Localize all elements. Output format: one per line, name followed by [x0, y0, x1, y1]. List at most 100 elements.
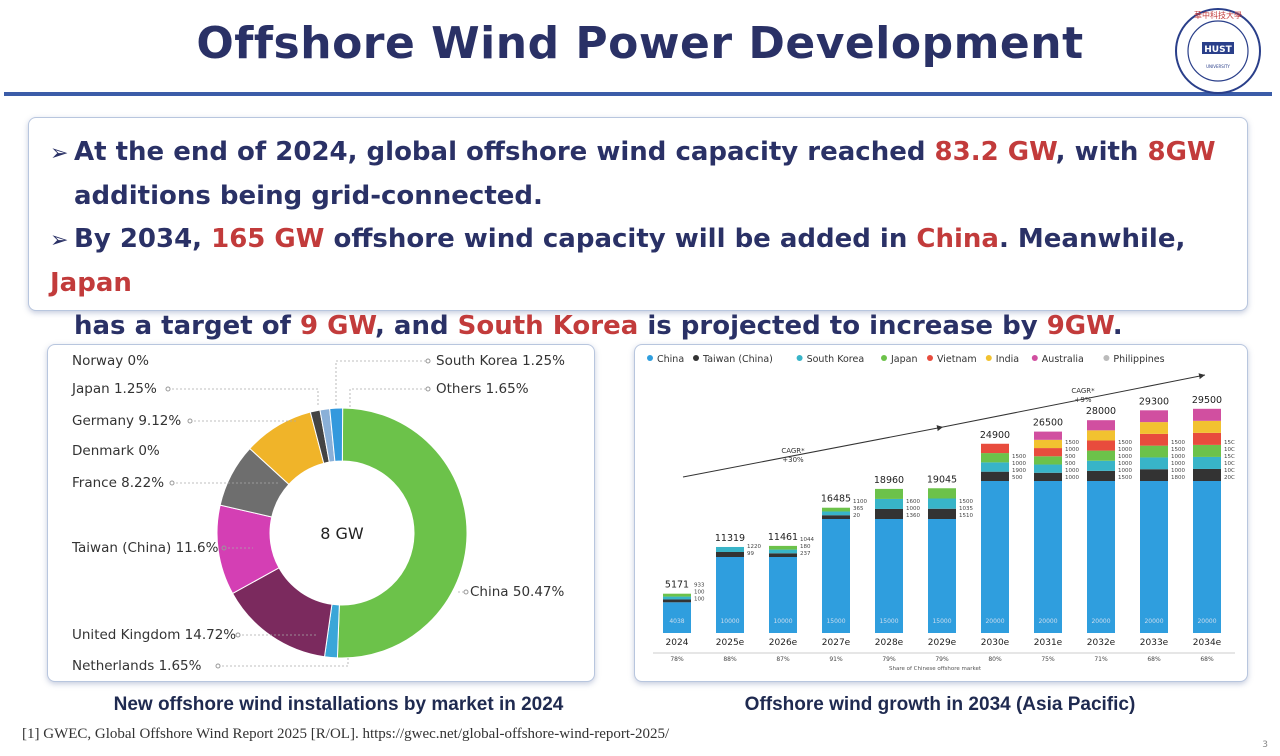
bar-china-value: 10000 — [720, 618, 739, 625]
bar-china-value: 15000 — [879, 618, 898, 625]
bar-segment-note: 1500 — [959, 499, 973, 505]
china-share-label: 88% — [723, 656, 737, 663]
bar-total-label: 28000 — [1086, 406, 1116, 417]
bar-segment-note: 100 — [694, 596, 705, 602]
donut-leader-dot — [187, 418, 193, 424]
bar-segment — [1087, 470, 1115, 481]
footnote: [1] GWEC, Global Offshore Wind Report 20… — [22, 726, 670, 742]
bar-china-value: 10000 — [773, 618, 792, 625]
donut-leader-line — [335, 360, 426, 405]
donut-leader-dot — [463, 589, 469, 595]
bar-segment-note: 237 — [800, 551, 811, 557]
bar-segment — [928, 488, 956, 499]
donut-leader-line — [172, 388, 319, 405]
legend-swatch — [693, 355, 699, 361]
bar-segment — [1034, 464, 1062, 473]
bar-china-value: 15000 — [826, 618, 845, 625]
bar-segment — [1034, 448, 1062, 457]
bar-segment — [822, 507, 850, 512]
bar-segment — [875, 488, 903, 499]
bar-category-label: 2033e — [1140, 638, 1169, 648]
bar-segment-note: 1000 — [1012, 461, 1026, 467]
donut-label: United Kingdom 14.72% — [72, 627, 236, 643]
bar-china-value: 20000 — [985, 618, 1004, 625]
bar-segment-note: 1500 — [1118, 440, 1132, 446]
legend-label: Vietnam — [937, 354, 977, 365]
china-share-label: 79% — [935, 656, 949, 663]
share-axis-label: Share of Chinese offshore market — [889, 666, 982, 672]
legend-swatch — [796, 355, 803, 361]
bar-segment-note: 100 — [694, 589, 705, 595]
bar-category-label: 2026e — [769, 638, 798, 648]
bar-segment-note: 1000 — [1118, 468, 1132, 474]
bar-china — [875, 519, 903, 633]
bar-segment — [928, 498, 956, 509]
bar-total-label: 5171 — [665, 580, 689, 591]
bar-segment-note: 1000 — [1118, 461, 1132, 467]
page-number: 3 — [1262, 740, 1268, 750]
bar-total-label: 11319 — [715, 533, 745, 544]
bar-segment-note: 1900 — [1012, 468, 1026, 474]
china-share-label: 68% — [1200, 656, 1214, 663]
bar-chart-panel: China Taiwan (China) South Korea Japan Vietn… — [634, 344, 1248, 682]
bar-segment-note: 1220 — [747, 544, 761, 550]
bar-segment-note: 1000 — [1171, 454, 1185, 460]
bar-segment-note: 10C — [1224, 461, 1235, 467]
bar-segment — [875, 498, 903, 509]
bar-segment — [1140, 457, 1168, 470]
legend-label: Japan — [890, 354, 918, 365]
bar-segment-note: 10C — [1224, 447, 1235, 453]
bullet-2034: ➢ By 2034, 165 GW offshore wind capacity … — [50, 218, 1230, 348]
bar-category-label: 2025e — [716, 638, 745, 648]
bar-total-label: 19045 — [927, 474, 957, 485]
bar-segment — [1034, 431, 1062, 440]
donut-leader-dot — [165, 386, 171, 392]
stacked-bar-chart: China Taiwan (China) South Korea Japan Vietn… — [647, 354, 1235, 672]
bar-category-label: 2024 — [666, 638, 689, 648]
bar-segment-note: 500 — [1065, 461, 1076, 467]
bar-segment-note: 1035 — [959, 506, 973, 512]
bar-total-label: 26500 — [1033, 418, 1063, 429]
bar-segment-note: 1000 — [1171, 468, 1185, 474]
china-share-label: 71% — [1094, 656, 1108, 663]
bar-segment-note: 1800 — [1171, 475, 1185, 481]
bar-segment-note: 1500 — [1065, 440, 1079, 446]
bar-segment — [822, 511, 850, 516]
bar-segment — [1087, 430, 1115, 441]
bar-total-label: 29300 — [1139, 396, 1169, 407]
bar-category-label: 2030e — [981, 638, 1010, 648]
bar-total-label: 29500 — [1192, 395, 1222, 406]
bar-segment — [1140, 410, 1168, 423]
bar-total-label: 11461 — [768, 532, 798, 543]
bar-segment-note: 180 — [800, 544, 811, 550]
svg-text:HUST: HUST — [1204, 45, 1232, 55]
cagr-arrow — [942, 373, 1206, 428]
china-share-label: 87% — [776, 656, 790, 663]
bar-category-label: 2027e — [822, 638, 851, 648]
bar-china — [1140, 481, 1168, 633]
donut-label: France 8.22% — [72, 475, 164, 491]
donut-label: China 50.47% — [470, 584, 565, 600]
china-share-label: 79% — [882, 656, 896, 663]
donut-slice-others — [329, 407, 344, 462]
bar-segment — [875, 508, 903, 519]
bar-segment-note: 1500 — [1012, 454, 1026, 460]
bar-segment-note: 500 — [1065, 454, 1076, 460]
legend-label: South Korea — [807, 354, 865, 365]
bar-segment — [1140, 422, 1168, 434]
china-share-label: 78% — [670, 656, 684, 663]
donut-label: Norway 0% — [72, 353, 149, 369]
bar-segment — [822, 515, 850, 519]
bar-segment — [663, 593, 691, 597]
bar-category-label: 2028e — [875, 638, 904, 648]
legend-swatch — [647, 355, 653, 361]
page-title: Offshore Wind Power Development — [196, 18, 1084, 69]
legend-label: India — [996, 354, 1019, 365]
university-logo: HUST 華中科技大學 UNIVERSITY — [1175, 8, 1261, 94]
donut-label: Others 1.65% — [436, 381, 529, 397]
china-share-label: 75% — [1041, 656, 1055, 663]
bar-segment-note: 1000 — [906, 506, 920, 512]
bar-segment — [1034, 439, 1062, 449]
bar-segment-note: 1500 — [1171, 440, 1185, 446]
bar-china-value: 20000 — [1197, 618, 1216, 625]
